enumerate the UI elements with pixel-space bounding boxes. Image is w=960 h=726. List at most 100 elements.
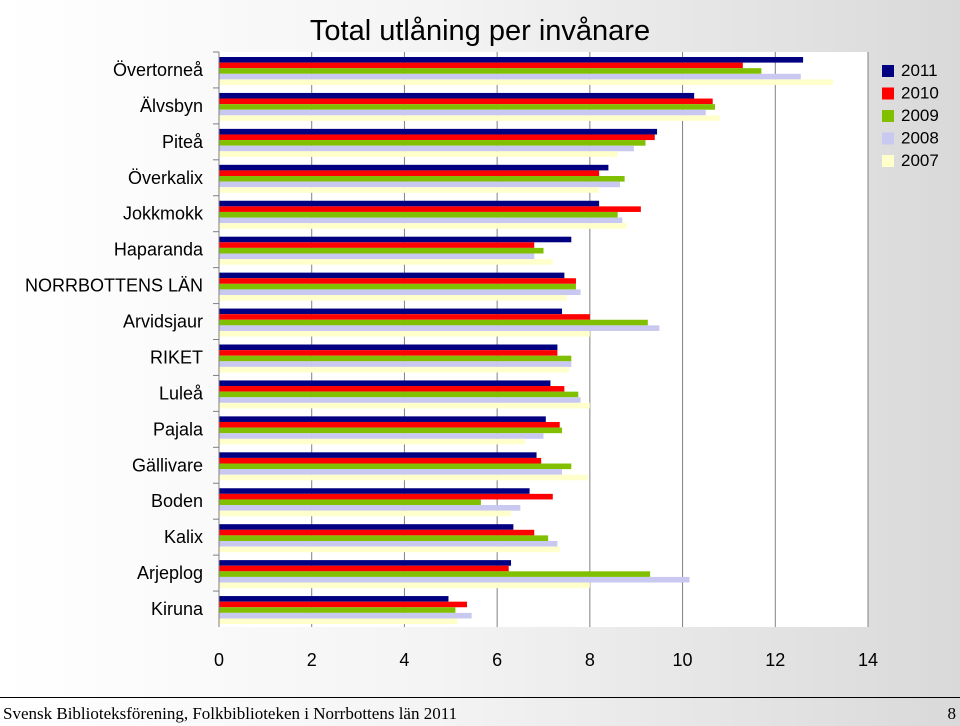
x-tick-label: 6 — [492, 650, 502, 670]
bar-2010 — [219, 457, 542, 464]
bar-2008 — [219, 361, 572, 367]
bar-2008 — [219, 73, 801, 80]
chart-title: Total utlåning per invånare — [310, 15, 650, 47]
bar-2011 — [219, 200, 600, 207]
bar-2007 — [219, 546, 560, 553]
bar-2009 — [219, 140, 646, 146]
bar-2010 — [219, 170, 600, 177]
bar-2008 — [219, 505, 521, 511]
bar-2010 — [219, 134, 655, 141]
bar-2009 — [219, 247, 544, 254]
bar-2008 — [219, 253, 535, 260]
legend-swatch — [882, 87, 894, 100]
category-label: Arvidsjaur — [123, 312, 203, 332]
bar-2009 — [219, 535, 549, 541]
bar-2010 — [219, 421, 560, 428]
category-label: NORRBOTTENS LÄN — [25, 276, 203, 296]
bar-2008 — [219, 145, 634, 152]
bar-2009 — [219, 607, 456, 613]
bar-2010 — [219, 386, 565, 392]
bar-2007 — [219, 438, 525, 445]
bar-2007 — [219, 295, 567, 301]
bar-2011 — [219, 524, 514, 530]
bar-2009 — [219, 427, 563, 434]
bar-2007 — [219, 223, 627, 229]
category-label: Arjeplog — [137, 563, 203, 583]
category-labels: Övertorneå Älvsbyn Piteå Överkalix Jokkmokk H… — [25, 51, 219, 619]
bar-2007 — [219, 618, 458, 625]
category-label: Överkalix — [128, 168, 203, 188]
bar-2011 — [219, 344, 558, 351]
bar-2008 — [219, 289, 581, 296]
bar-2007 — [219, 474, 588, 481]
bar-2011 — [219, 128, 658, 135]
bar-2010 — [219, 206, 641, 212]
x-tick-label: 0 — [214, 650, 224, 670]
bar-2010 — [219, 98, 713, 105]
bar-2007 — [219, 151, 618, 157]
x-tick-label: 14 — [858, 650, 878, 670]
legend-label: 2011 — [901, 61, 938, 80]
bar-2008 — [219, 397, 581, 403]
bar-2007 — [219, 510, 512, 517]
bar-2007 — [219, 330, 590, 337]
legend: 2011 2010 2009 2008 2007 — [882, 61, 939, 170]
bar-2011 — [219, 57, 804, 63]
bar-2011 — [219, 380, 551, 387]
x-tick-label: 8 — [585, 650, 595, 670]
bar-2010 — [219, 529, 535, 536]
x-tick-label: 12 — [765, 650, 785, 670]
bar-2009 — [219, 571, 651, 577]
x-tick-labels: 0 2 4 6 8 10 12 14 — [214, 650, 878, 670]
category-label: Luleå — [159, 383, 204, 403]
bar-2009 — [219, 104, 716, 110]
bar-2008 — [219, 217, 623, 224]
page-number: 8 — [947, 704, 957, 723]
bar-2010 — [219, 565, 509, 572]
bar-2008 — [219, 612, 472, 619]
bar-2008 — [219, 433, 544, 439]
bar-2009 — [219, 176, 625, 182]
bar-2011 — [219, 164, 609, 171]
bar-2008 — [219, 469, 563, 475]
category-label: Gällivare — [132, 455, 203, 475]
category-label: Boden — [151, 491, 203, 511]
bar-2009 — [219, 391, 579, 398]
bar-2008 — [219, 576, 690, 583]
bar-2011 — [219, 416, 546, 422]
bar-2007 — [219, 115, 720, 121]
category-label: Kiruna — [151, 599, 204, 619]
bar-2009 — [219, 283, 576, 290]
bar-chart: Övertorneå Älvsbyn Piteå Överkalix Jokkmokk H… — [25, 15, 939, 670]
bar-2010 — [219, 350, 558, 356]
legend-label: 2007 — [901, 151, 939, 170]
x-tick-label: 2 — [307, 650, 317, 670]
category-label: Kalix — [164, 527, 203, 547]
bar-2007 — [219, 187, 600, 193]
bar-2010 — [219, 601, 468, 608]
bar-2008 — [219, 540, 558, 547]
bar-2010 — [219, 242, 535, 248]
bar-2011 — [219, 596, 449, 602]
bar-2007 — [219, 366, 569, 373]
bar-2009 — [219, 463, 572, 470]
bar-2011 — [219, 308, 563, 315]
legend-label: 2010 — [901, 84, 939, 103]
footer-source: Svensk Biblioteksförening, Folkbibliotek… — [3, 704, 458, 723]
category-label: Haparanda — [114, 240, 204, 260]
legend-swatch — [882, 155, 894, 167]
bar-2011 — [219, 452, 537, 458]
category-label: Älvsbyn — [140, 96, 203, 116]
bar-2010 — [219, 314, 590, 320]
bar-2008 — [219, 109, 706, 116]
x-tick-label: 4 — [399, 650, 409, 670]
bar-2007 — [219, 79, 834, 85]
bar-2011 — [219, 560, 512, 566]
footer: Svensk Biblioteksförening, Folkbibliotek… — [0, 697, 960, 726]
legend-label: 2008 — [901, 129, 939, 148]
x-tick-label: 10 — [673, 650, 693, 670]
legend-swatch — [882, 132, 894, 145]
category-label: Pajala — [153, 419, 204, 439]
bar-2010 — [219, 493, 553, 500]
bar-2007 — [219, 582, 590, 589]
